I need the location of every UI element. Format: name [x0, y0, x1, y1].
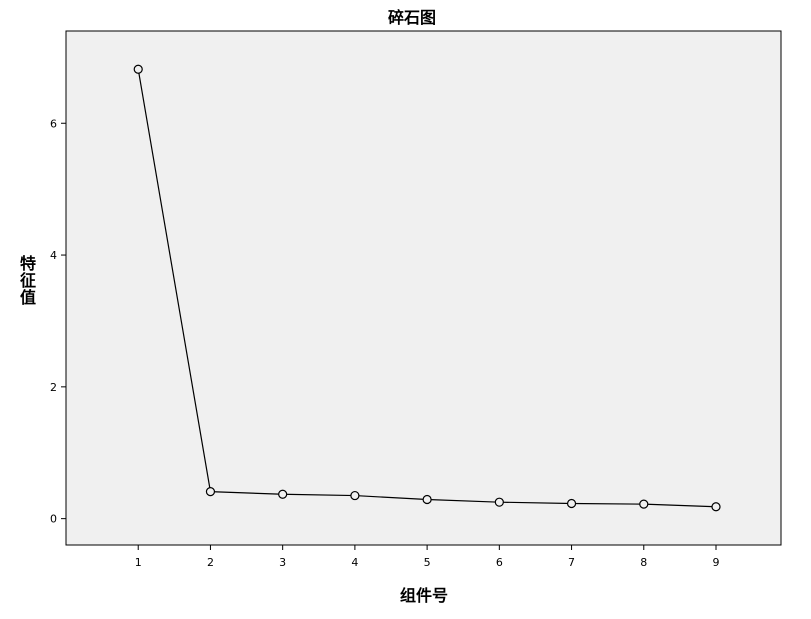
- y-axis-title: 特征值: [20, 254, 36, 307]
- data-point: [350, 490, 360, 501]
- data-point: [133, 64, 143, 74]
- x-axis: 1 2 3 4 5 6 7 8 9: [135, 545, 720, 569]
- data-point: [422, 494, 432, 505]
- x-tick-label: 3: [279, 556, 286, 569]
- x-tick-label: 6: [496, 556, 503, 569]
- y-tick-label: 2: [50, 381, 57, 394]
- y-tick-label: 0: [50, 513, 57, 526]
- y-tick-label: 4: [50, 249, 57, 262]
- data-point: [639, 499, 649, 509]
- plot-area: [65, 30, 782, 546]
- data-point: [566, 498, 577, 509]
- data-point: [205, 487, 216, 497]
- y-axis: 0 2 4 6: [50, 117, 66, 526]
- chart-title: 碎石图: [388, 8, 436, 27]
- x-tick-label: 2: [207, 556, 214, 569]
- y-tick-label: 6: [50, 117, 57, 130]
- data-point: [494, 497, 504, 507]
- x-tick-label: 9: [713, 556, 720, 569]
- x-tick-label: 5: [424, 556, 431, 569]
- series-eigenvalues: [133, 64, 721, 512]
- data-point: [278, 489, 288, 499]
- x-tick-label: 7: [568, 556, 575, 569]
- data-point: [711, 502, 721, 512]
- x-tick-label: 8: [640, 556, 647, 569]
- x-tick-label: 4: [351, 556, 358, 569]
- x-axis-title: 组件号: [400, 586, 448, 605]
- x-tick-label: 1: [135, 556, 142, 569]
